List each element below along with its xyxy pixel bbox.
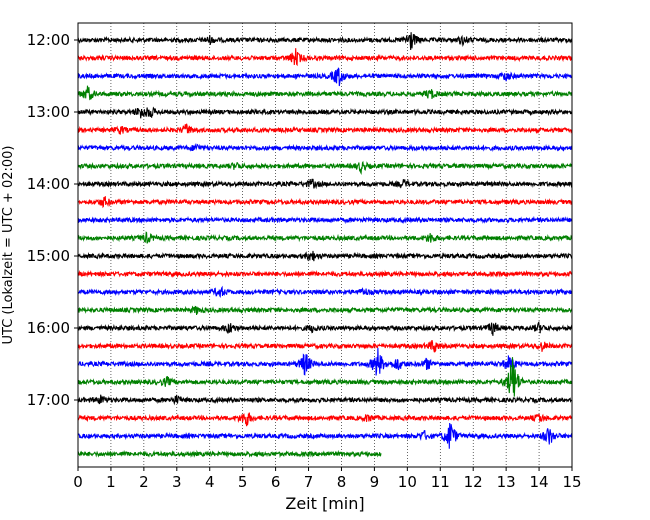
x-tick-label: 6 bbox=[271, 473, 281, 491]
x-tick-label: 2 bbox=[139, 473, 149, 491]
trace-1545 bbox=[77, 305, 573, 316]
y-tick-label: 13:00 bbox=[27, 103, 70, 121]
trace-1415 bbox=[77, 196, 573, 209]
trace-1445 bbox=[77, 231, 573, 244]
y-axis-label: UTC (Lokalzeit = UTC + 02:00) bbox=[1, 146, 16, 345]
y-tick-label: 16:00 bbox=[27, 319, 70, 337]
trace-1330 bbox=[77, 143, 573, 152]
minute-grid bbox=[110, 23, 540, 467]
trace-1230 bbox=[77, 67, 573, 87]
x-tick-label: 15 bbox=[562, 473, 581, 491]
y-axis-ticks: 12:00 13:00 14:00 15:00 16:00 17:00 bbox=[27, 31, 78, 409]
trace-1500 bbox=[77, 250, 573, 262]
y-tick-label: 15:00 bbox=[27, 247, 70, 265]
trace-1300 bbox=[77, 106, 573, 119]
x-tick-label: 7 bbox=[304, 473, 314, 491]
trace-1715 bbox=[77, 412, 573, 427]
trace-1245 bbox=[77, 85, 573, 101]
trace-1730 bbox=[77, 422, 573, 449]
x-tick-label: 1 bbox=[106, 473, 116, 491]
trace-1645 bbox=[77, 357, 573, 397]
trace-1345 bbox=[77, 160, 573, 176]
trace-1615 bbox=[77, 339, 573, 353]
y-tick-label: 12:00 bbox=[27, 31, 70, 49]
x-tick-label: 13 bbox=[497, 473, 516, 491]
trace-1630 bbox=[77, 347, 573, 376]
x-tick-label: 14 bbox=[530, 473, 549, 491]
x-tick-label: 9 bbox=[370, 473, 380, 491]
trace-1600 bbox=[77, 320, 573, 336]
trace-1430 bbox=[77, 215, 573, 225]
x-axis-label: Zeit [min] bbox=[285, 494, 364, 513]
trace-1400 bbox=[77, 178, 573, 190]
x-tick-label: 8 bbox=[337, 473, 347, 491]
x-tick-label: 3 bbox=[172, 473, 182, 491]
trace-1700 bbox=[77, 394, 573, 406]
x-axis-ticks: 0 1 2 3 4 5 6 7 8 9 10 11 12 13 14 15 bbox=[73, 467, 582, 491]
trace-1745 bbox=[77, 449, 382, 459]
y-tick-label: 14:00 bbox=[27, 175, 70, 193]
x-tick-label: 4 bbox=[205, 473, 215, 491]
x-tick-label: 12 bbox=[464, 473, 483, 491]
trace-1200 bbox=[77, 32, 573, 51]
trace-1215 bbox=[77, 48, 573, 67]
x-tick-label: 11 bbox=[431, 473, 450, 491]
trace-1530 bbox=[77, 285, 573, 299]
plot-frame bbox=[77, 22, 573, 468]
x-tick-label: 10 bbox=[398, 473, 417, 491]
trace-1315 bbox=[77, 123, 573, 135]
trace-1515 bbox=[77, 269, 573, 279]
y-tick-label: 17:00 bbox=[27, 391, 70, 409]
seismic-traces bbox=[77, 32, 573, 459]
x-tick-label: 5 bbox=[238, 473, 248, 491]
x-tick-label: 0 bbox=[73, 473, 83, 491]
